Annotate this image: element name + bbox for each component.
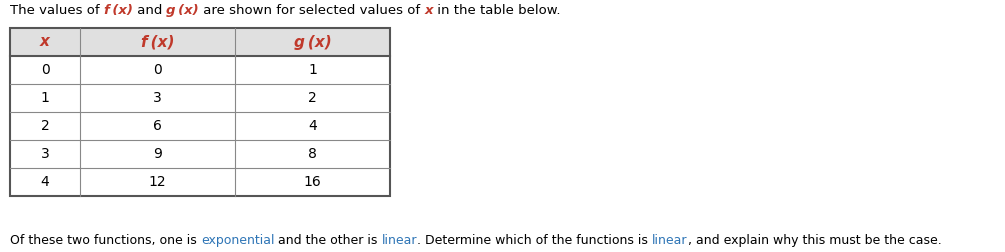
Text: f (x): f (x) — [104, 4, 133, 17]
Text: 0: 0 — [153, 63, 162, 77]
Text: f (x): f (x) — [141, 35, 174, 49]
Text: g (x): g (x) — [167, 4, 199, 17]
Text: x: x — [40, 35, 50, 49]
Text: 4: 4 — [40, 175, 49, 189]
Bar — [10, 56, 390, 84]
Bar — [10, 28, 390, 196]
Text: Of these two functions, one is: Of these two functions, one is — [10, 234, 201, 247]
Text: 4: 4 — [309, 119, 317, 133]
Bar — [10, 112, 390, 140]
Text: 9: 9 — [153, 147, 162, 161]
Bar — [10, 168, 390, 196]
Text: . Determine which of the functions is: . Determine which of the functions is — [417, 234, 652, 247]
Text: 8: 8 — [309, 147, 317, 161]
Text: 0: 0 — [40, 63, 49, 77]
Text: x: x — [424, 4, 433, 17]
Text: 16: 16 — [304, 175, 322, 189]
Text: 3: 3 — [153, 91, 162, 105]
Text: The values of: The values of — [10, 4, 104, 17]
Text: , and explain why this must be the case.: , and explain why this must be the case. — [687, 234, 942, 247]
Text: and the other is: and the other is — [274, 234, 382, 247]
Text: 2: 2 — [40, 119, 49, 133]
Text: linear: linear — [382, 234, 417, 247]
Bar — [10, 84, 390, 112]
Text: exponential: exponential — [201, 234, 274, 247]
Text: 3: 3 — [40, 147, 49, 161]
Text: are shown for selected values of: are shown for selected values of — [199, 4, 424, 17]
Text: 1: 1 — [309, 63, 317, 77]
Text: in the table below.: in the table below. — [433, 4, 561, 17]
Text: g (x): g (x) — [293, 35, 332, 49]
Bar — [10, 140, 390, 168]
Text: linear: linear — [652, 234, 687, 247]
Text: 1: 1 — [40, 91, 49, 105]
Text: 2: 2 — [309, 91, 317, 105]
Text: 6: 6 — [153, 119, 162, 133]
Bar — [10, 28, 390, 56]
Text: 12: 12 — [149, 175, 166, 189]
Text: and: and — [133, 4, 167, 17]
